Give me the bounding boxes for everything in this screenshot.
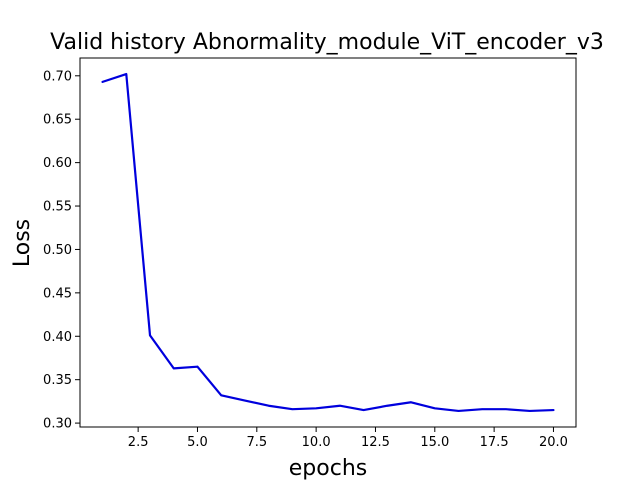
y-tick-label: 0.70 — [43, 69, 72, 84]
x-tick-label: 10.0 — [302, 435, 331, 450]
x-tick-label: 2.5 — [128, 435, 149, 450]
x-axis-label: epochs — [289, 456, 367, 480]
x-tick-label: 17.5 — [480, 435, 509, 450]
x-tick-label: 20.0 — [539, 435, 568, 450]
x-axis: 2.5 5.0 7.5 10.0 12.5 15.0 17.5 20.0 — [128, 427, 568, 450]
x-tick-label: 5.0 — [187, 435, 208, 450]
y-axis-label: Loss — [10, 219, 35, 267]
y-tick-label: 0.30 — [43, 417, 72, 432]
y-tick-label: 0.40 — [43, 330, 72, 345]
y-tick-label: 0.35 — [43, 373, 72, 388]
y-tick-label: 0.60 — [43, 156, 72, 171]
y-tick-label: 0.55 — [43, 200, 72, 215]
chart-title: Valid history Abnormality_module_ViT_enc… — [50, 30, 604, 55]
x-tick-label: 7.5 — [246, 435, 267, 450]
x-tick-label: 12.5 — [361, 435, 390, 450]
series-layer — [101, 72, 555, 413]
plot-frame — [79, 57, 577, 428]
y-axis: 0.30 0.35 0.40 0.45 0.50 0.55 0.60 0.65 0.70 — [43, 69, 80, 432]
series-line — [101, 72, 555, 413]
y-tick-label: 0.65 — [43, 113, 72, 128]
y-tick-label: 0.45 — [43, 286, 72, 301]
plot-area: 2.5 5.0 7.5 10.0 12.5 15.0 17.5 20.0 0.300.350.… — [43, 57, 577, 450]
y-tick-label: 0.50 — [43, 243, 72, 258]
x-tick-label: 15.0 — [420, 435, 449, 450]
